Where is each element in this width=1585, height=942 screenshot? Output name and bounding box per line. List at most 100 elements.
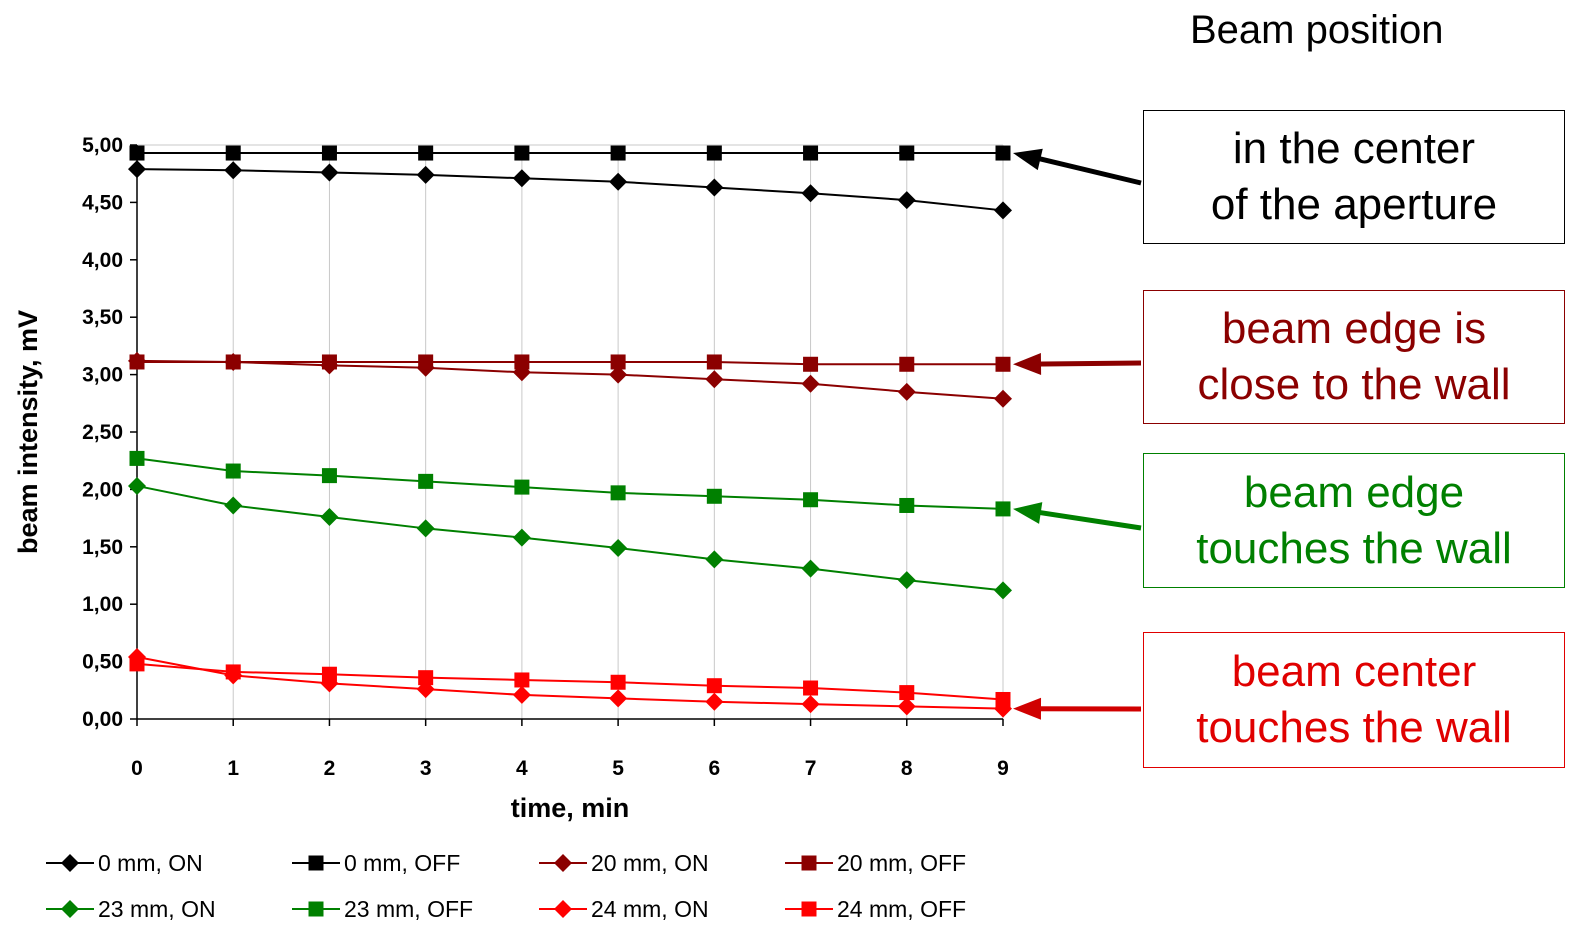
y-tick-label: 1,50	[82, 536, 123, 559]
data-point	[225, 463, 241, 479]
data-point	[994, 201, 1012, 220]
arrow-shaft	[1030, 360, 1142, 367]
y-tick-label: 2,50	[82, 421, 123, 444]
data-point	[897, 191, 916, 210]
data-point	[897, 697, 916, 716]
x-tick-label: 5	[612, 757, 624, 780]
data-point	[514, 479, 530, 495]
data-point	[705, 370, 724, 389]
data-point	[128, 476, 146, 495]
data-point	[609, 689, 628, 708]
data-point	[321, 468, 337, 484]
legend-label: 0 mm, OFF	[344, 850, 460, 876]
data-point	[994, 389, 1012, 408]
data-point	[897, 571, 916, 590]
annotation-edge-close-wall: beam edge is close to the wall	[1143, 290, 1565, 424]
data-point	[801, 559, 820, 578]
data-point	[320, 507, 339, 526]
legend-label: 0 mm, ON	[98, 850, 203, 876]
data-point	[129, 656, 145, 672]
y-tick-label: 2,00	[82, 478, 123, 501]
arrow-head	[1013, 148, 1043, 171]
data-point	[610, 145, 626, 161]
data-point	[610, 485, 626, 501]
legend-marker	[308, 901, 324, 917]
series-line	[136, 662, 1004, 701]
data-point	[899, 356, 915, 372]
data-point	[418, 473, 434, 489]
data-point	[610, 674, 626, 690]
legend-item: 24 mm, OFF	[785, 896, 966, 922]
data-point	[416, 519, 435, 538]
data-point	[706, 354, 722, 370]
data-point	[897, 382, 916, 401]
data-point	[320, 163, 339, 182]
data-point	[803, 492, 819, 508]
annotation-center-touches-wall: beam center touches the wall	[1143, 632, 1565, 768]
legend-label: 23 mm, ON	[98, 896, 216, 922]
data-point	[705, 550, 724, 569]
data-point	[321, 666, 337, 682]
legend-item: 24 mm, ON	[539, 896, 709, 922]
chart-grid	[137, 144, 1004, 719]
data-point	[225, 354, 241, 370]
legend-marker	[61, 854, 79, 872]
x-tick-label: 9	[997, 757, 1009, 780]
x-tick-label: 8	[901, 757, 913, 780]
data-point	[514, 145, 530, 161]
legend-label: 23 mm, OFF	[344, 896, 473, 922]
data-point	[609, 172, 628, 191]
series-6	[128, 648, 1012, 718]
data-point	[705, 692, 724, 711]
legend-label: 24 mm, OFF	[837, 896, 966, 922]
series-line	[136, 656, 1004, 710]
data-point	[129, 354, 145, 370]
data-point	[705, 178, 724, 197]
chart-legend: 0 mm, ON 0 mm, OFF 20 mm, ON 20 mm, OFF 23 m…	[46, 850, 966, 922]
series-0	[128, 160, 1012, 220]
series-1	[129, 145, 1011, 161]
data-point	[225, 664, 241, 680]
data-point	[899, 497, 915, 513]
data-point	[514, 672, 530, 688]
data-point	[225, 145, 241, 161]
data-point	[899, 145, 915, 161]
data-point	[995, 145, 1011, 161]
x-tick-label: 1	[227, 757, 239, 780]
data-point	[994, 581, 1012, 600]
data-point	[706, 145, 722, 161]
data-point	[224, 161, 243, 180]
data-point	[321, 145, 337, 161]
legend-item: 0 mm, ON	[46, 850, 203, 876]
x-tick-label: 0	[131, 757, 143, 780]
series-5	[129, 450, 1011, 517]
y-tick-label: 3,00	[82, 364, 123, 387]
y-tick-label: 0,50	[82, 651, 123, 674]
y-axis-title: beam intensity, mV	[13, 310, 43, 554]
x-tick-label: 3	[420, 757, 432, 780]
legend-marker	[554, 854, 572, 872]
legend-label: 20 mm, OFF	[837, 850, 966, 876]
series-line	[136, 359, 1004, 400]
series-line	[137, 360, 1003, 366]
x-tick-label: 4	[516, 757, 528, 780]
series-3	[129, 354, 1011, 372]
data-point	[512, 685, 531, 704]
legend-item: 20 mm, ON	[539, 850, 709, 876]
legend-marker	[801, 855, 817, 871]
data-point	[418, 145, 434, 161]
arrow-head	[1013, 502, 1043, 524]
data-point	[801, 184, 820, 203]
data-point	[706, 678, 722, 694]
y-tick-label: 1,00	[82, 593, 123, 616]
series-line	[136, 457, 1004, 510]
data-point	[514, 354, 530, 370]
data-point	[129, 145, 145, 161]
data-point	[803, 680, 819, 696]
series-line	[136, 484, 1004, 592]
data-point	[512, 169, 531, 188]
legend-label: 20 mm, ON	[591, 850, 709, 876]
y-tick-label: 4,50	[82, 191, 123, 214]
legend-item: 20 mm, OFF	[785, 850, 966, 876]
data-point	[803, 145, 819, 161]
